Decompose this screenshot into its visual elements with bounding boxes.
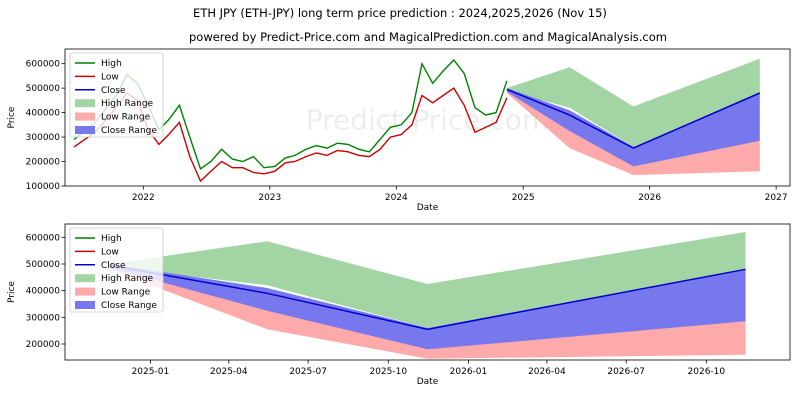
x-tick-label: 2025-07 bbox=[289, 367, 327, 377]
y-tick-label: 400000 bbox=[26, 287, 61, 297]
x-tick-label: 2024 bbox=[385, 193, 408, 203]
y-tick-label: 100000 bbox=[26, 182, 61, 192]
y-tick-label: 200000 bbox=[26, 340, 61, 350]
legend-label: Close Range bbox=[101, 301, 157, 311]
low-range-band bbox=[506, 90, 760, 175]
legend-swatch bbox=[75, 112, 95, 121]
legend-label: Close Range bbox=[101, 126, 157, 136]
y-tick-label: 400000 bbox=[26, 109, 61, 119]
x-tick-label: 2022 bbox=[132, 193, 155, 203]
legend-swatch bbox=[75, 126, 95, 134]
x-tick-label: 2025-04 bbox=[210, 367, 248, 377]
chart-title: ETH JPY (ETH-JPY) long term price predic… bbox=[193, 6, 607, 20]
legend-label: Low Range bbox=[101, 288, 151, 298]
y-axis-label: Price bbox=[7, 106, 17, 128]
legend-label: Close bbox=[101, 261, 126, 271]
legend-label: High bbox=[101, 234, 122, 244]
x-tick-label: 2027 bbox=[765, 193, 788, 203]
y-axis-label: Price bbox=[7, 281, 17, 303]
y-tick-label: 300000 bbox=[26, 313, 61, 323]
plot-frame bbox=[64, 223, 791, 361]
watermark: Predict-Price.com bbox=[306, 104, 550, 137]
legend-label: High Range bbox=[101, 99, 154, 109]
legend-swatch bbox=[75, 301, 95, 309]
x-axis-label: Date bbox=[417, 377, 439, 387]
legend: High Low Close High Range Low Range Close Ran… bbox=[69, 227, 164, 313]
plot-area: Predict-Price.com bbox=[109, 232, 746, 359]
legend-swatch bbox=[75, 274, 95, 283]
x-tick-label: 2025 bbox=[512, 193, 535, 203]
close-range-band bbox=[506, 88, 760, 167]
legend-swatch bbox=[75, 287, 95, 296]
y-tick-label: 600000 bbox=[26, 233, 61, 243]
plot-frame bbox=[64, 48, 791, 187]
legend-label: Low Range bbox=[101, 113, 151, 123]
x-tick-label: 2026-04 bbox=[528, 367, 566, 377]
plot-area: Predict-Price.com bbox=[73, 58, 761, 183]
y-tick-label: 600000 bbox=[26, 60, 61, 70]
x-tick-label: 2026-10 bbox=[688, 367, 726, 377]
bottom-chart: Predict-Price.com 2025-01 2025-04 2025-07 20… bbox=[7, 223, 791, 387]
high-line bbox=[73, 58, 508, 171]
x-tick-label: 2025-01 bbox=[132, 367, 170, 377]
x-tick-label: 2025-10 bbox=[369, 367, 407, 377]
x-tick-label: 2026-01 bbox=[450, 367, 488, 377]
chart-subtitle: powered by Predict-Price.com and Magical… bbox=[189, 30, 667, 44]
legend-label: High Range bbox=[101, 274, 154, 284]
legend-label: High bbox=[101, 59, 122, 69]
low-line bbox=[73, 87, 508, 183]
close-line bbox=[109, 264, 746, 331]
legend-label: Low bbox=[101, 72, 119, 82]
x-tick-label: 2026-07 bbox=[607, 367, 645, 377]
legend-label: Low bbox=[101, 247, 119, 257]
high-range-band bbox=[506, 58, 760, 147]
legend: High Low Close High Range Low Range Close Ran… bbox=[69, 52, 164, 138]
legend-swatch bbox=[75, 99, 95, 108]
top-chart: Predict-Price.com 2022 2023 2024 2025 2026 202… bbox=[7, 48, 791, 213]
legend-label: Close bbox=[101, 86, 126, 96]
y-tick-label: 500000 bbox=[26, 84, 61, 94]
y-tick-label: 200000 bbox=[26, 158, 61, 168]
y-tick-label: 300000 bbox=[26, 133, 61, 143]
close-line bbox=[506, 88, 761, 149]
y-tick-label: 500000 bbox=[26, 260, 61, 270]
low-range-band bbox=[109, 266, 746, 359]
high-range-band bbox=[109, 232, 746, 328]
x-tick-label: 2023 bbox=[258, 193, 281, 203]
x-axis-label: Date bbox=[417, 203, 439, 213]
x-tick-label: 2026 bbox=[638, 193, 661, 203]
close-range-band bbox=[109, 264, 746, 350]
